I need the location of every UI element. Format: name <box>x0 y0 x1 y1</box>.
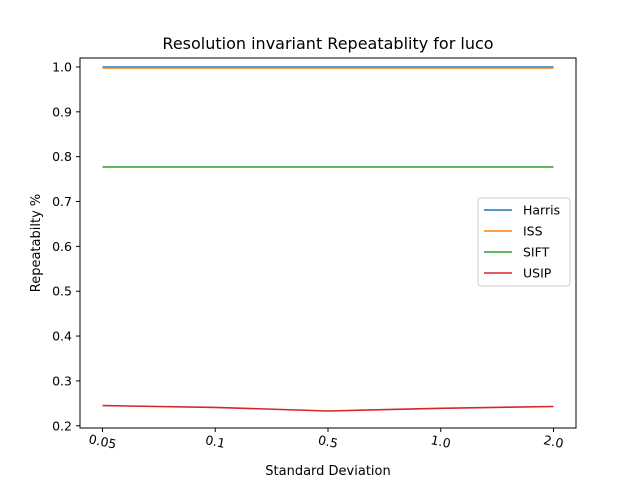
legend-label: USIP <box>523 266 552 281</box>
y-tick-label: 0.2 <box>52 418 72 433</box>
y-tick-label: 0.9 <box>52 104 72 119</box>
y-tick-label: 1.0 <box>52 59 72 74</box>
legend-box <box>477 197 571 287</box>
legend-label: SIFT <box>523 245 550 260</box>
y-tick-label: 0.5 <box>52 284 72 299</box>
x-tick-label: 0.5 <box>317 432 340 451</box>
y-tick-label: 0.6 <box>52 239 72 254</box>
y-axis-label: Repeatabilty % <box>29 194 44 292</box>
legend-label: ISS <box>523 224 543 239</box>
y-tick-label: 0.4 <box>52 329 72 344</box>
y-axis: 0.2 0.3 0.4 0.5 0.6 0.7 0.8 0.9 1.0 <box>52 59 80 433</box>
y-tick-label: 0.3 <box>52 373 72 388</box>
y-tick-label: 0.8 <box>52 149 72 164</box>
x-tick-label: 0.1 <box>204 432 227 451</box>
series-layer <box>102 66 554 412</box>
x-axis-label: Standard Deviation <box>265 464 390 479</box>
legend-label: Harris <box>523 203 560 218</box>
x-axis: 0.05 0.1 0.5 1.0 2.0 <box>87 428 565 452</box>
y-tick-label: 0.7 <box>52 194 72 209</box>
x-tick-label: 1.0 <box>430 432 453 451</box>
x-tick-label: 0.05 <box>87 431 117 451</box>
legend: Harris ISS SIFT USIP <box>477 197 571 287</box>
series-line-usip <box>102 404 554 412</box>
chart-title: Resolution invariant Repeatablity for lu… <box>162 34 493 53</box>
x-tick-label: 2.0 <box>542 432 565 451</box>
